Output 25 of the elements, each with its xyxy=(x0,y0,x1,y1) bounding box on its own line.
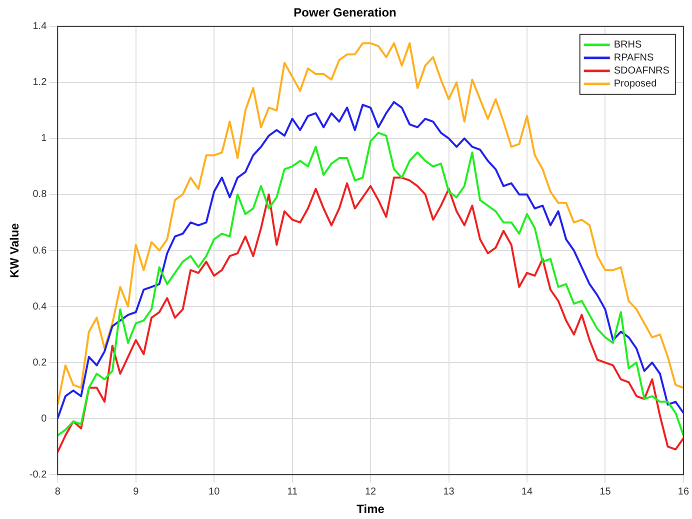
x-tick-label: 15 xyxy=(600,486,612,498)
y-tick-label: 1.4 xyxy=(32,21,48,32)
x-tick-label: 16 xyxy=(678,486,690,498)
legend-label: BRHS xyxy=(614,40,642,51)
x-tick-label: 13 xyxy=(443,486,455,498)
x-tick-label: 12 xyxy=(364,486,377,498)
chart-title: Power Generation xyxy=(294,6,396,20)
y-tick-label: 0 xyxy=(41,413,48,424)
y-tick-label: 0.2 xyxy=(32,357,48,368)
x-axis-title: Time xyxy=(356,502,385,516)
legend-label: Proposed xyxy=(614,78,657,90)
y-tick-label: 1.2 xyxy=(32,77,48,88)
y-tick-label: 0.6 xyxy=(32,245,48,256)
y-tick-label: 0.4 xyxy=(32,301,48,312)
legend-label: SDOAFNRS xyxy=(614,66,670,77)
x-tick-label: 10 xyxy=(208,486,220,498)
x-tick-label: 8 xyxy=(54,486,61,498)
legend-label: RPAFNS xyxy=(614,52,654,64)
x-tick-label: 9 xyxy=(133,486,140,498)
y-tick-label: 1 xyxy=(41,133,48,144)
y-tick-label: 0.8 xyxy=(32,189,48,200)
x-tick-label: 11 xyxy=(287,486,298,498)
x-tick-label: 14 xyxy=(521,486,533,498)
y-axis-title: KW Value xyxy=(8,222,22,278)
y-tick-label: -0.2 xyxy=(29,469,48,480)
